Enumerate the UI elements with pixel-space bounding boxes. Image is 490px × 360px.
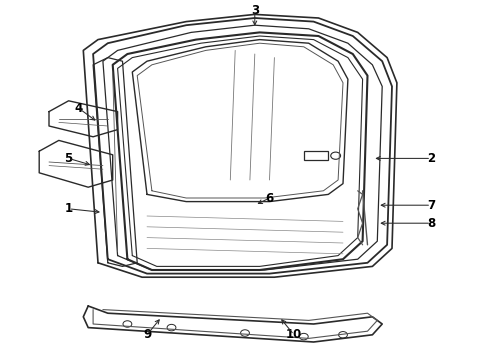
FancyBboxPatch shape bbox=[304, 151, 328, 160]
Text: 6: 6 bbox=[266, 192, 273, 204]
Text: 10: 10 bbox=[286, 328, 302, 341]
Text: 3: 3 bbox=[251, 4, 259, 17]
Text: 4: 4 bbox=[74, 102, 82, 114]
Text: 1: 1 bbox=[65, 202, 73, 215]
Text: 2: 2 bbox=[427, 152, 435, 165]
Text: 8: 8 bbox=[427, 217, 435, 230]
Text: 5: 5 bbox=[65, 152, 73, 165]
Text: 9: 9 bbox=[143, 328, 151, 341]
Text: 7: 7 bbox=[427, 199, 435, 212]
